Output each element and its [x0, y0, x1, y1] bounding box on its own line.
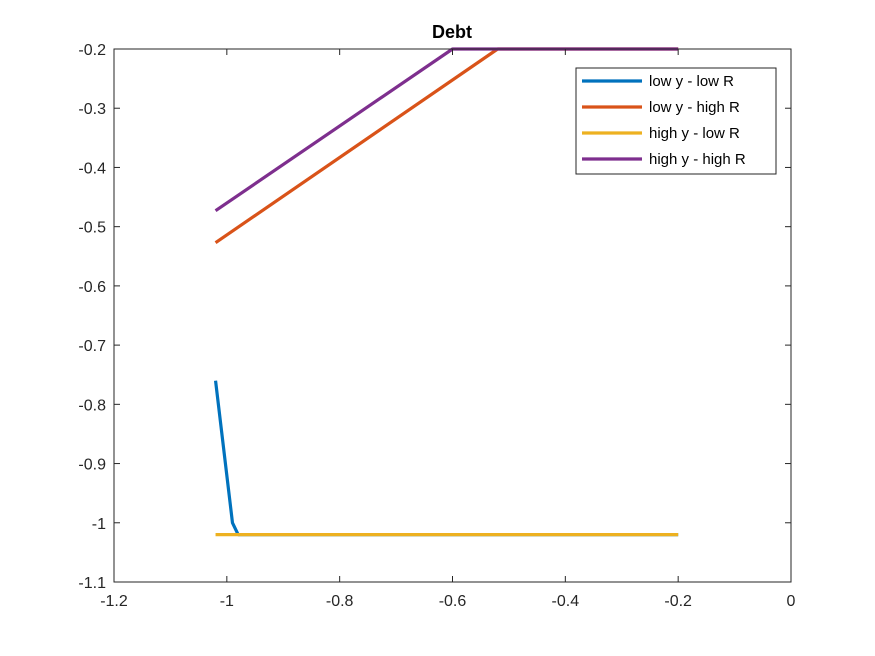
legend: low y - low R low y - high R high y - low …	[575, 67, 777, 175]
y-tick-label: -0.4	[78, 160, 106, 177]
y-tick-label: -0.5	[78, 220, 106, 237]
legend-label-1: low y - low R	[649, 73, 734, 90]
chart-title: Debt	[432, 22, 472, 42]
x-tick-label: -1	[220, 593, 234, 610]
legend-box	[575, 67, 777, 175]
y-tick-label: -1	[92, 516, 106, 533]
y-tick-label: -0.2	[78, 42, 106, 59]
x-axis: -1.2 -1 -0.8 -0.6 -0.4 -0.2 0	[100, 49, 796, 610]
legend-label-3: high y - low R	[649, 125, 740, 142]
y-tick-label: -0.3	[78, 101, 106, 118]
x-tick-label: -0.6	[439, 593, 467, 610]
y-axis: -1.1 -1 -0.9 -0.8 -0.7 -0.6 -0.5 -0.4 -0.3 -0.2	[78, 42, 791, 592]
x-tick-label: -1.2	[100, 593, 128, 610]
x-tick-label: -0.8	[326, 593, 354, 610]
x-tick-label: -0.2	[664, 593, 692, 610]
y-tick-label: -1.1	[78, 575, 106, 592]
x-tick-label: 0	[787, 593, 796, 610]
y-tick-label: -0.6	[78, 279, 106, 296]
legend-items: low y - low R low y - high R high y - low …	[582, 73, 746, 168]
legend-label-2: low y - high R	[649, 99, 740, 116]
legend-label-4: high y - high R	[649, 151, 746, 168]
y-tick-label: -0.7	[78, 338, 106, 355]
x-tick-label: -0.4	[552, 593, 580, 610]
y-tick-label: -0.9	[78, 457, 106, 474]
y-tick-label: -0.8	[78, 397, 106, 414]
